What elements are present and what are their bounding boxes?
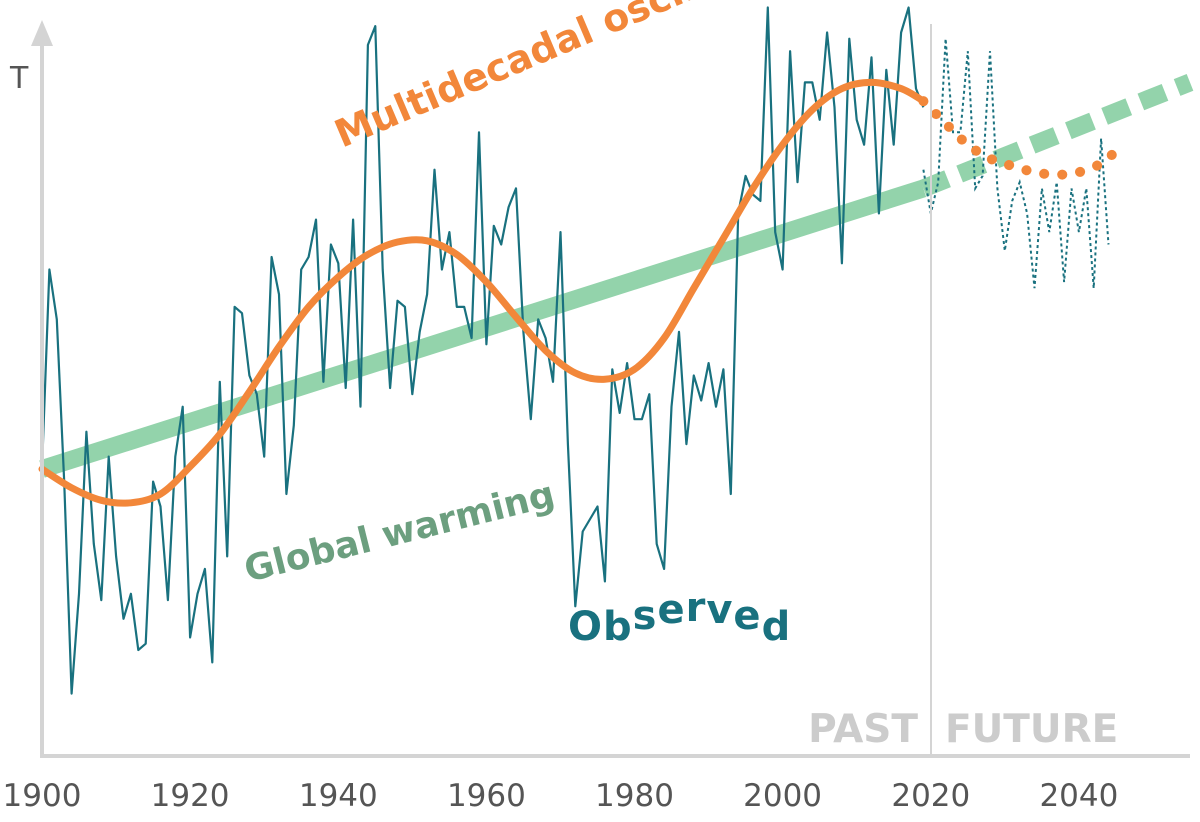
observed-projection-line	[922, 38, 1110, 289]
oscillation-projection-dots	[918, 96, 1121, 180]
warming-annotation: Global warming	[240, 474, 559, 591]
observed-annotation: Observed	[568, 585, 790, 650]
future-label: FUTURE	[945, 707, 1118, 752]
x-tick-label: 2020	[891, 778, 970, 814]
past-label: PAST	[808, 707, 918, 752]
oscillation-annotation: Multidecadal oscillation	[328, 0, 814, 156]
observed-series-line	[40, 6, 925, 695]
x-tick-label: 2000	[743, 778, 822, 814]
oscillation-curve	[38, 78, 927, 507]
observed-layer	[40, 6, 1110, 695]
y-axis-arrow-icon	[31, 20, 53, 46]
warming-layer	[39, 74, 1194, 478]
oscillation-layer	[38, 78, 1121, 507]
x-tick-labels: 1900 1920 1940 1960 1980 2000 2020 2040	[3, 778, 1119, 814]
x-tick-label: 1960	[447, 778, 526, 814]
warming-trend-projection	[920, 74, 1194, 197]
x-tick-label: 1980	[595, 778, 674, 814]
x-tick-label: 1920	[151, 778, 230, 814]
x-tick-label: 1940	[299, 778, 378, 814]
x-tick-label: 2040	[1039, 778, 1118, 814]
x-tick-label: 1900	[3, 778, 82, 814]
y-axis-label: T	[9, 61, 29, 96]
